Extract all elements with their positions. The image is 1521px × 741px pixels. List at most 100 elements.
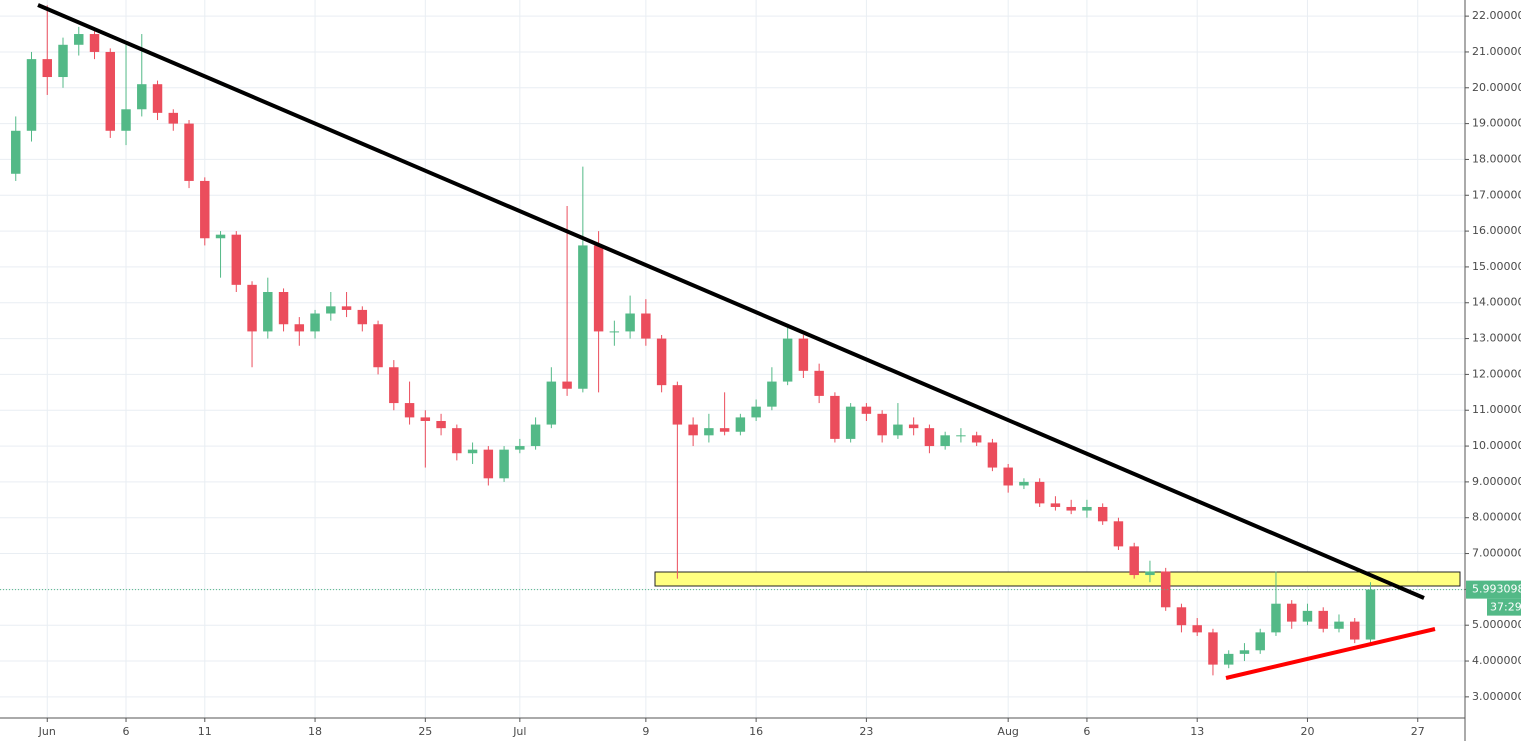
x-tick-label: 16 [749, 725, 763, 738]
candle-body [89, 34, 100, 52]
candle-body [1192, 625, 1202, 633]
candle-body [404, 403, 415, 418]
y-tick-label: 18.000000 [1472, 152, 1521, 165]
candle-body [1271, 603, 1281, 633]
x-tick-label: 6 [123, 725, 130, 738]
candle-body [609, 331, 620, 333]
candle-body [105, 51, 115, 131]
candle-body [467, 449, 478, 454]
candle-body [782, 338, 793, 382]
candle-body [152, 84, 163, 113]
candle-body [814, 370, 824, 396]
y-tick-label: 15.000000 [1472, 260, 1521, 273]
candle-body [231, 234, 242, 285]
candle-body [940, 435, 950, 447]
candle-body [499, 449, 509, 479]
candle-body [1082, 506, 1092, 511]
x-tick-label: 13 [1190, 725, 1204, 738]
candle-body [515, 446, 525, 450]
candle-body [1302, 610, 1313, 622]
candle-body [830, 395, 840, 439]
candle-body [798, 338, 809, 371]
candle-body [908, 424, 919, 429]
candle-body [530, 424, 541, 447]
candle-body [326, 306, 336, 314]
last-price-label: 5.993098 [1472, 583, 1521, 596]
resistance-zone [654, 571, 1461, 587]
y-tick-label: 17.000000 [1472, 188, 1521, 201]
candle-body [971, 435, 982, 443]
grid [0, 0, 1465, 718]
y-tick-label: 9.000000 [1472, 475, 1521, 488]
candle-body [1003, 467, 1013, 486]
candle-body [593, 245, 604, 332]
y-tick-label: 22.000000 [1472, 9, 1521, 22]
y-tick-label: 7.000000 [1472, 547, 1521, 560]
candle-body [1318, 610, 1328, 629]
candle-body [420, 417, 431, 421]
y-tick-label: 10.000000 [1472, 439, 1521, 452]
candle-body [1350, 621, 1360, 640]
y-tick-label: 11.000000 [1472, 403, 1521, 416]
y-tick-label: 8.000000 [1472, 511, 1521, 524]
x-tick-label: 25 [418, 725, 432, 738]
candle-body [278, 292, 289, 325]
candle-body [861, 406, 872, 414]
candle-body [310, 313, 320, 332]
candle-body [1208, 632, 1218, 665]
candle-body [735, 417, 746, 432]
candle-body [357, 309, 368, 325]
candle-body [924, 428, 935, 447]
candle-body [1034, 481, 1045, 504]
candle-body [1019, 481, 1029, 486]
candles [0, 5, 1465, 676]
candle-body [58, 44, 68, 78]
last-price-box [1466, 580, 1521, 599]
y-tick-label: 3.000000 [1472, 690, 1521, 703]
candle-body [1097, 506, 1108, 522]
candle-body [641, 313, 651, 339]
x-tick-label: 20 [1300, 725, 1314, 738]
x-tick-label: Jul [512, 725, 526, 738]
candle-body [672, 385, 683, 425]
support-line [1225, 627, 1436, 680]
candle-body [704, 428, 714, 436]
candle-body [719, 428, 730, 432]
candle-body [11, 130, 21, 174]
y-tick-label: 12.000000 [1472, 367, 1521, 380]
candle-body [263, 292, 273, 332]
candle-body [452, 428, 462, 454]
candle-body [341, 306, 352, 310]
candle-body [74, 34, 84, 45]
candle-body [373, 324, 383, 368]
candle-body [987, 442, 998, 468]
candle-body [1066, 506, 1076, 511]
candle-body [546, 381, 557, 425]
candle-body [200, 180, 210, 239]
candle-body [436, 420, 446, 429]
candle-body [294, 324, 305, 332]
candle-body [1160, 571, 1171, 608]
y-tick-label: 14.000000 [1472, 296, 1521, 309]
y-tick-label: 4.000000 [1472, 654, 1521, 667]
candle-body [751, 406, 761, 418]
candle-body [1334, 621, 1344, 629]
candle-body [562, 381, 572, 389]
candle-body [893, 424, 903, 436]
candle-body [845, 406, 856, 439]
axes: 3.0000004.0000005.0000006.0000007.000000… [38, 9, 1521, 738]
candle-body [956, 435, 966, 437]
y-tick-label: 21.000000 [1472, 45, 1521, 58]
candle-body [1365, 589, 1376, 640]
y-tick-label: 16.000000 [1472, 224, 1521, 237]
candle-body [184, 123, 194, 181]
candle-body [625, 313, 635, 332]
candle-body [42, 59, 52, 78]
x-tick-label: 27 [1411, 725, 1425, 738]
y-tick-label: 19.000000 [1472, 117, 1521, 130]
x-tick-label: 23 [859, 725, 873, 738]
countdown-box [1487, 598, 1521, 616]
candle-body [1223, 653, 1234, 665]
candle-body [121, 109, 131, 131]
